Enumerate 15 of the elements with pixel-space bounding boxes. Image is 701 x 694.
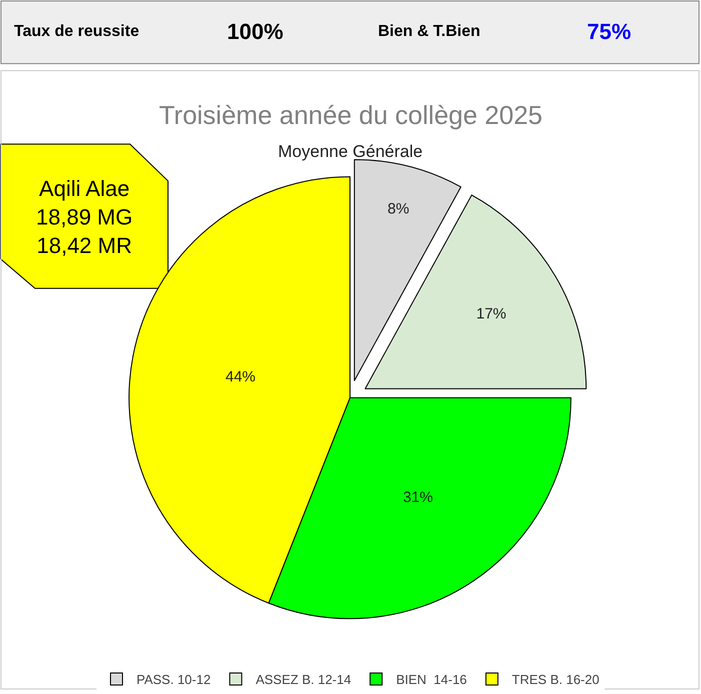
legend-label: PASS. 10-12: [136, 672, 211, 688]
legend-label: BIEN 14-16: [396, 672, 467, 688]
text: 75%: [587, 19, 632, 44]
chart-subtitle: Moyenne Générale: [278, 142, 423, 161]
text: 100%: [227, 19, 284, 44]
text: Taux de reussite: [14, 23, 140, 40]
data-label: 31%: [402, 489, 433, 506]
chart-title: Troisième année du collège 2025: [159, 100, 543, 130]
data-label: 44%: [226, 368, 256, 386]
text: Aqili Alae 18,89 MG 18,42 MR: [36, 176, 133, 258]
data-label: 8%: [388, 200, 410, 218]
text: Bien & T.Bien: [378, 23, 480, 40]
legend-label: ASSEZ B. 12-14: [256, 672, 352, 688]
data-label: 17%: [476, 306, 506, 323]
legend-label: TRES B. 16-20: [512, 672, 600, 688]
